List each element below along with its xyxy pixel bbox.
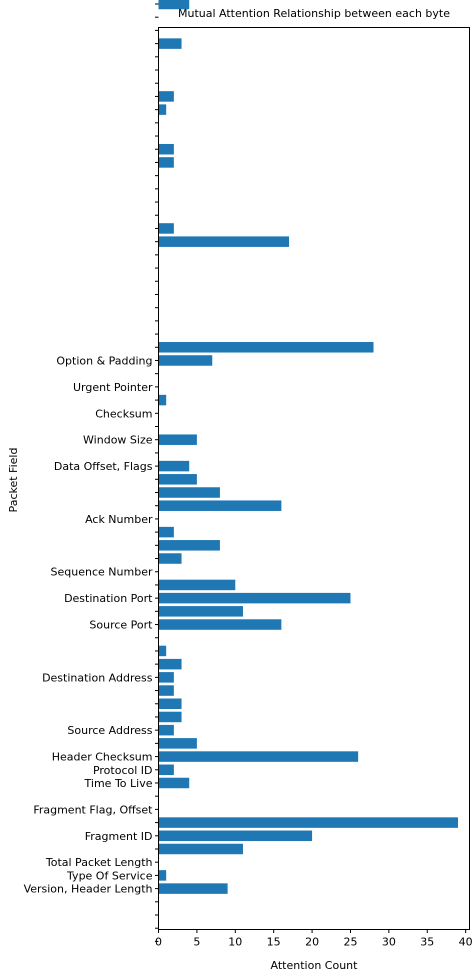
bar bbox=[158, 672, 174, 683]
bar bbox=[158, 592, 351, 604]
bar bbox=[158, 606, 243, 617]
bar bbox=[158, 698, 182, 710]
y-tick-label: Destination Address bbox=[42, 671, 153, 684]
x-tick-label: 10 bbox=[228, 936, 242, 949]
bar bbox=[158, 0, 190, 10]
bar bbox=[158, 724, 174, 736]
bar bbox=[158, 645, 167, 657]
bar bbox=[158, 579, 236, 591]
x-tick-label: 0 bbox=[155, 936, 162, 949]
bar bbox=[158, 487, 220, 498]
y-tick-label: Urgent Pointer bbox=[73, 381, 153, 394]
bar bbox=[158, 157, 174, 168]
bar bbox=[158, 738, 197, 749]
bars-group bbox=[158, 0, 458, 894]
bar bbox=[158, 830, 313, 842]
bar bbox=[158, 500, 282, 511]
x-tick-label: 35 bbox=[420, 936, 434, 949]
y-tick-label: Time To Live bbox=[84, 777, 153, 790]
bar bbox=[158, 777, 190, 789]
plot-frame bbox=[158, 27, 470, 930]
bar bbox=[158, 764, 174, 776]
y-tick-label: Sequence Number bbox=[51, 566, 153, 579]
y-tick-label: Destination Port bbox=[64, 592, 153, 605]
bar bbox=[158, 342, 374, 353]
y-tick-label: Type Of Service bbox=[66, 869, 153, 882]
x-tick-label: 20 bbox=[305, 936, 319, 949]
y-tick-label: Source Address bbox=[67, 724, 152, 737]
bar bbox=[158, 355, 213, 366]
y-tick-label: Total Packet Length bbox=[45, 856, 153, 869]
x-tick-label: 25 bbox=[343, 936, 357, 949]
y-tick-label: Window Size bbox=[83, 434, 153, 447]
bar bbox=[158, 104, 167, 115]
bar bbox=[158, 143, 174, 155]
y-tick-label: Ack Number bbox=[85, 513, 153, 526]
bar bbox=[158, 751, 359, 762]
bar bbox=[158, 526, 174, 538]
bar bbox=[158, 394, 167, 406]
y-tick-label: Checksum bbox=[95, 407, 152, 420]
y-tick-label: Fragment ID bbox=[85, 830, 153, 843]
bar bbox=[158, 474, 197, 485]
x-tick-label: 5 bbox=[193, 936, 200, 949]
y-tick-label: Fragment Flag, Offset bbox=[33, 803, 153, 816]
bar bbox=[158, 883, 228, 894]
bar bbox=[158, 870, 167, 881]
x-tick-label: 15 bbox=[267, 936, 281, 949]
bar bbox=[158, 460, 190, 472]
y-tick-label: Header Checksum bbox=[52, 751, 153, 764]
y-tick-label: Data Offset, Flags bbox=[54, 460, 153, 473]
bar bbox=[158, 91, 174, 102]
bar bbox=[158, 553, 182, 564]
bar bbox=[158, 434, 197, 445]
bar bbox=[158, 658, 182, 670]
bar bbox=[158, 236, 290, 247]
bar bbox=[158, 711, 182, 723]
y-axis-title: Packet Field bbox=[7, 448, 20, 513]
x-tick-label: 40 bbox=[459, 936, 473, 949]
bar bbox=[158, 540, 220, 551]
x-axis-title: Attention Count bbox=[271, 959, 359, 972]
x-ticks-group: 0 5 10 15 20 25 30 35 40 bbox=[155, 929, 473, 949]
y-tick-label: Source Port bbox=[89, 619, 153, 632]
y-tick-label: Option & Padding bbox=[56, 354, 152, 367]
bar bbox=[158, 817, 458, 828]
y-tick-label: Version, Header Length bbox=[24, 883, 153, 896]
bar bbox=[158, 619, 282, 630]
x-tick-label: 30 bbox=[382, 936, 396, 949]
bar bbox=[158, 38, 182, 49]
y-tick-label: Protocol ID bbox=[93, 764, 153, 777]
bar bbox=[158, 843, 243, 855]
chart-title: Mutual Attention Relationship between ea… bbox=[178, 7, 450, 20]
bar bbox=[158, 685, 174, 696]
bar bbox=[158, 223, 174, 234]
